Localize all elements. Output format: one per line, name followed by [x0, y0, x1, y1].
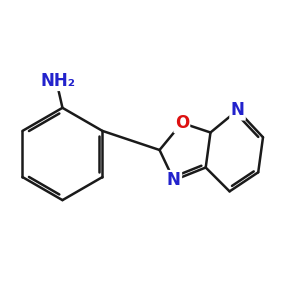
Text: N: N	[167, 171, 181, 189]
Text: N: N	[231, 101, 244, 119]
Text: O: O	[175, 114, 189, 132]
Text: NH₂: NH₂	[41, 72, 76, 90]
